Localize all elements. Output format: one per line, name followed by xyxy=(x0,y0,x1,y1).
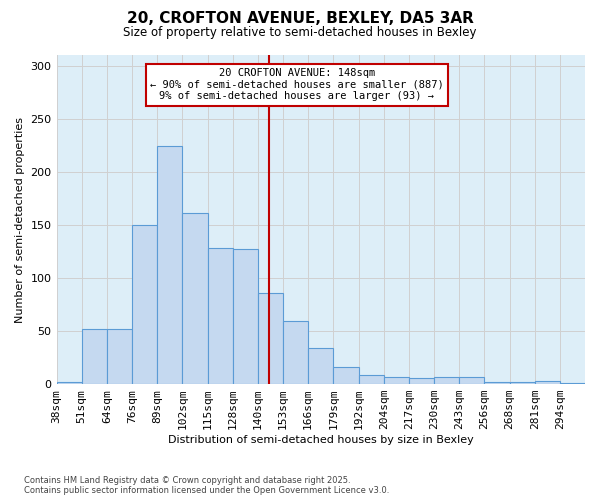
Text: 20, CROFTON AVENUE, BEXLEY, DA5 3AR: 20, CROFTON AVENUE, BEXLEY, DA5 3AR xyxy=(127,11,473,26)
Text: 20 CROFTON AVENUE: 148sqm
← 90% of semi-detached houses are smaller (887)
9% of : 20 CROFTON AVENUE: 148sqm ← 90% of semi-… xyxy=(150,68,444,102)
Y-axis label: Number of semi-detached properties: Number of semi-detached properties xyxy=(15,116,25,322)
Text: Contains HM Land Registry data © Crown copyright and database right 2025.
Contai: Contains HM Land Registry data © Crown c… xyxy=(24,476,389,495)
Bar xyxy=(459,376,484,384)
X-axis label: Distribution of semi-detached houses by size in Bexley: Distribution of semi-detached houses by … xyxy=(168,435,473,445)
Bar xyxy=(82,329,107,384)
Bar xyxy=(334,367,359,384)
Bar xyxy=(383,376,409,384)
Bar xyxy=(56,382,82,384)
Bar xyxy=(409,378,434,384)
Bar xyxy=(258,293,283,384)
Text: Size of property relative to semi-detached houses in Bexley: Size of property relative to semi-detach… xyxy=(123,26,477,39)
Bar xyxy=(208,248,233,384)
Bar xyxy=(182,213,208,384)
Bar xyxy=(233,250,258,384)
Bar xyxy=(484,382,509,384)
Bar xyxy=(308,348,334,384)
Bar xyxy=(434,376,459,384)
Bar xyxy=(560,383,585,384)
Bar xyxy=(535,381,560,384)
Bar xyxy=(107,329,132,384)
Bar xyxy=(283,322,308,384)
Bar xyxy=(157,146,182,384)
Bar xyxy=(132,225,157,384)
Bar xyxy=(359,374,383,384)
Bar xyxy=(509,382,535,384)
